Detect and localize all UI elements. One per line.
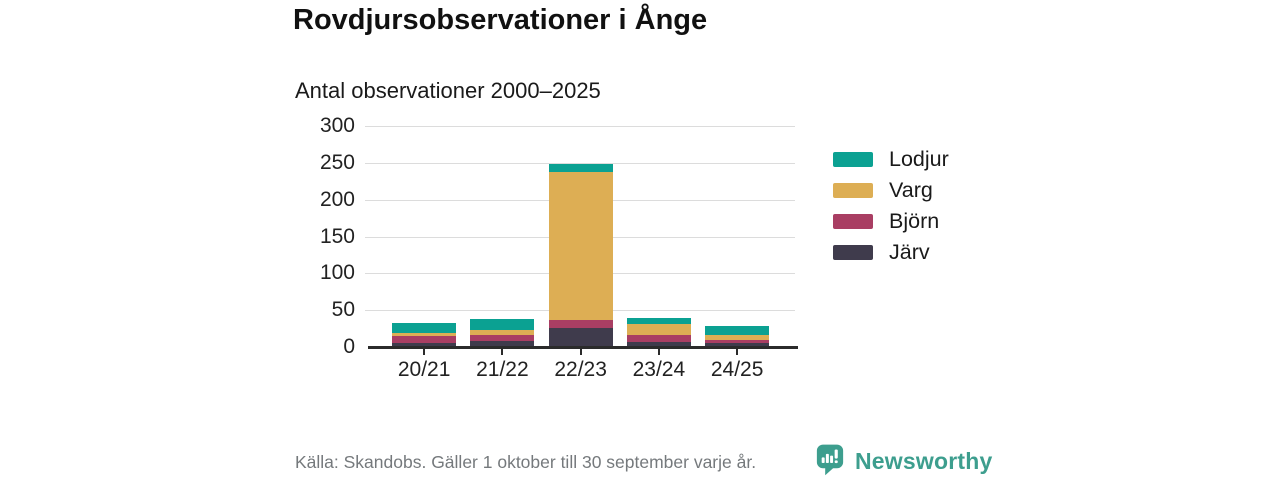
- newsworthy-logo-icon: [816, 444, 844, 476]
- legend-swatch-lodjur: [833, 152, 873, 167]
- x-axis-tick-label: 21/22: [476, 358, 529, 381]
- legend: Lodjur Varg Björn Järv: [833, 144, 949, 268]
- legend-label: Lodjur: [889, 147, 949, 171]
- legend-item-lodjur: Lodjur: [833, 144, 949, 175]
- bar-segment-järv: [705, 343, 770, 347]
- legend-item-järv: Järv: [833, 237, 949, 268]
- legend-swatch-varg: [833, 183, 873, 198]
- bar-segment-björn: [705, 339, 770, 344]
- legend-item-varg: Varg: [833, 175, 949, 206]
- legend-label: Björn: [889, 209, 940, 233]
- legend-label: Järv: [889, 240, 930, 264]
- bar-segment-lodjur: [626, 317, 691, 325]
- x-axis-tick: [501, 349, 504, 355]
- bar-segment-varg: [705, 335, 770, 340]
- x-axis-tick-label: 22/23: [554, 358, 607, 381]
- newsworthy-brand: Newsworthy: [816, 443, 992, 476]
- legend-swatch-björn: [833, 214, 873, 229]
- chart-title: Rovdjursobservationer i Ånge: [293, 4, 708, 36]
- bar-segment-varg: [548, 172, 613, 320]
- bar-segment-björn: [626, 335, 691, 342]
- source-text: Källa: Skandobs. Gäller 1 oktober till 3…: [295, 452, 757, 472]
- bar-segment-lodjur: [392, 322, 457, 333]
- bar-segment-järv: [470, 341, 535, 347]
- gridline-y300: [365, 126, 795, 127]
- legend-swatch-järv: [833, 245, 873, 260]
- x-axis-tick-label: 20/21: [397, 358, 451, 381]
- x-axis-tick: [657, 349, 660, 355]
- y-axis-tick-label: 0: [343, 335, 355, 358]
- y-axis-tick-label: 200: [319, 187, 355, 211]
- bar-segment-järv: [548, 327, 613, 347]
- y-axis-tick-label: 300: [319, 114, 355, 137]
- bar-segment-lodjur: [470, 319, 535, 331]
- brand-name: Newsworthy: [855, 448, 993, 474]
- bar-segment-lodjur: [705, 326, 770, 336]
- bar-segment-björn: [392, 335, 457, 344]
- x-axis-tick: [736, 349, 739, 355]
- x-axis-line: [368, 346, 798, 349]
- bar-segment-järv: [626, 341, 691, 347]
- bar-segment-varg: [392, 333, 457, 336]
- bar-segment-järv: [392, 343, 457, 347]
- gridline-y250: [365, 162, 795, 164]
- bar-segment-björn: [548, 319, 613, 328]
- y-axis-tick-label: 150: [319, 224, 355, 248]
- chart-subtitle: Antal observationer 2000–2025: [295, 78, 601, 103]
- x-axis-tick: [423, 349, 426, 355]
- bar-segment-varg: [470, 330, 535, 336]
- x-axis-tick-label: 24/25: [710, 358, 764, 381]
- y-axis-tick-label: 100: [319, 261, 355, 285]
- bar-segment-lodjur: [548, 163, 613, 173]
- x-axis-tick: [579, 349, 582, 355]
- legend-item-björn: Björn: [833, 206, 949, 237]
- y-axis-tick-label: 50: [331, 298, 355, 322]
- legend-label: Varg: [889, 178, 933, 202]
- y-axis-tick-label: 250: [319, 150, 355, 174]
- x-axis-tick-label: 23/24: [632, 358, 686, 381]
- bar-segment-varg: [626, 324, 691, 336]
- bar-segment-björn: [470, 335, 535, 342]
